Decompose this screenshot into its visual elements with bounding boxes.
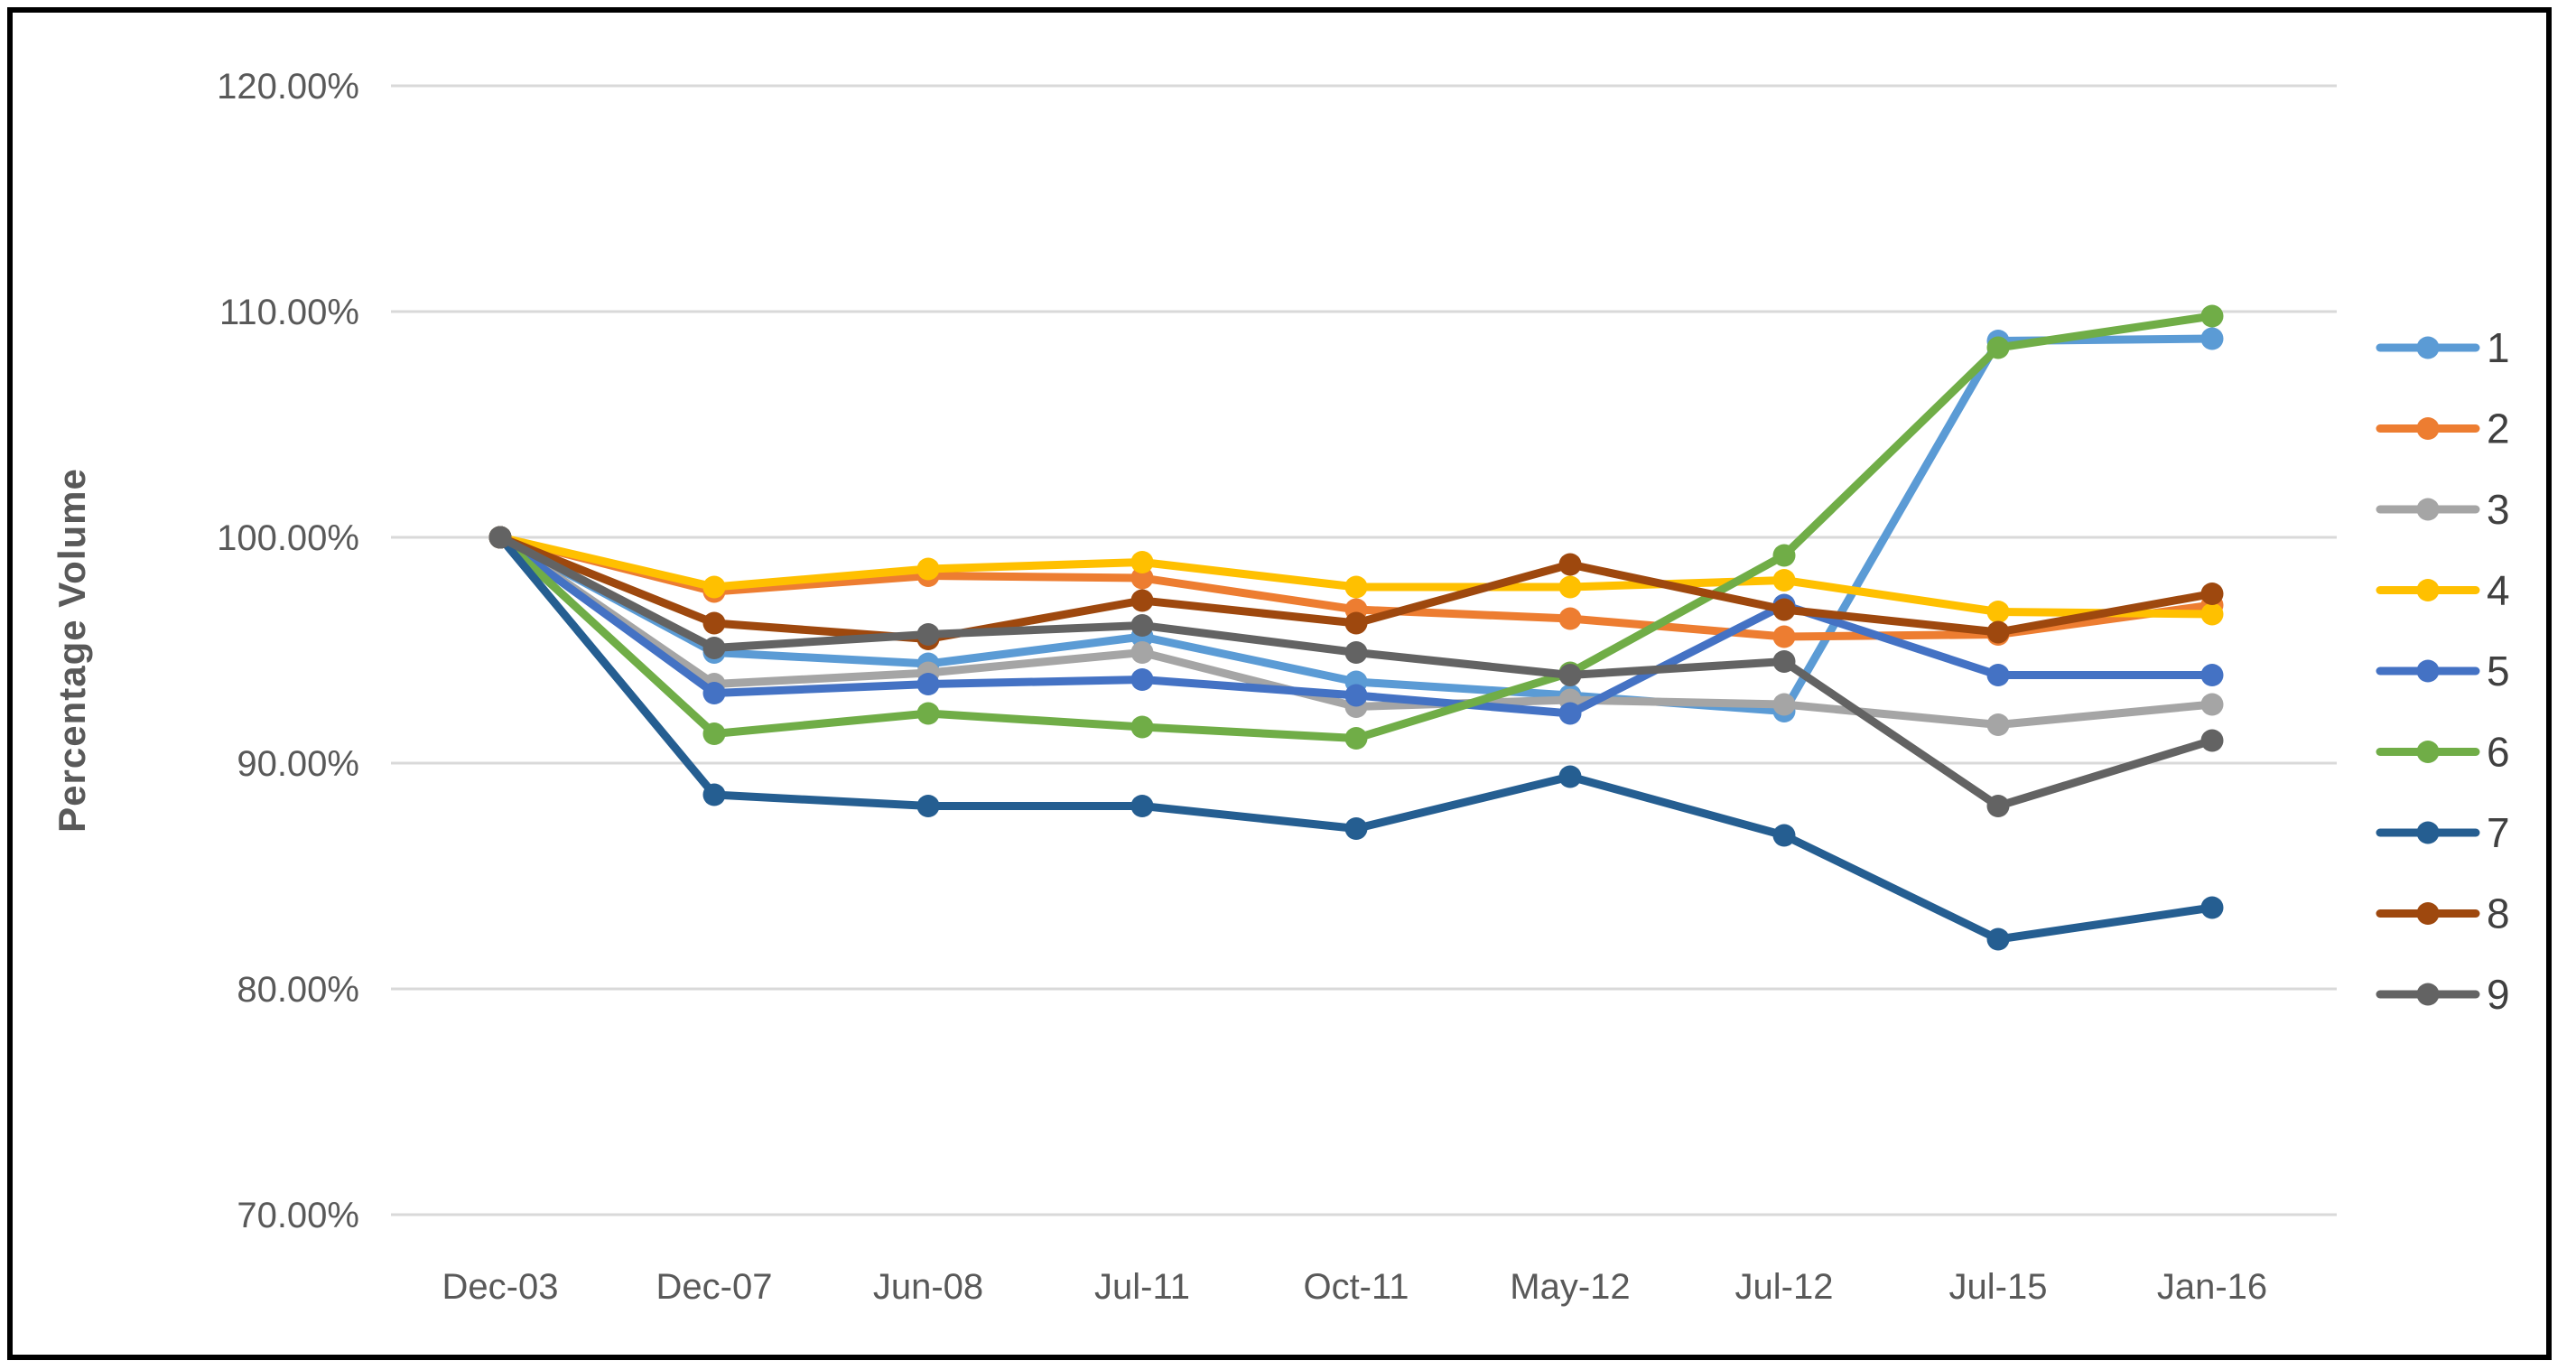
series-7-marker [916,795,940,817]
series-6-marker [1986,336,2010,359]
series-9-marker [2200,729,2224,752]
series-2-marker [1772,625,1796,648]
x-tick-label: Dec-07 [656,1267,773,1307]
series-4-marker [2200,602,2224,626]
series-6-marker [916,702,940,725]
series-8-marker [1986,620,2010,644]
series-6-marker [1130,715,1154,739]
series-7-marker [1558,765,1582,788]
series-9-marker [1344,641,1368,664]
series-8-marker [1130,589,1154,612]
series-6-marker [702,722,726,745]
series-3-marker [1772,693,1796,716]
legend-swatch-marker [2416,741,2440,763]
series-4-marker [1130,551,1154,573]
y-tick-label: 100.00% [217,518,359,558]
series-7-marker [2200,896,2224,919]
series-6-marker [1772,544,1796,567]
series-4-marker [1986,601,2010,623]
series-8-marker [2200,582,2224,605]
series-9-marker [1772,650,1796,673]
legend-item-9: 9 [2487,971,2510,1018]
x-tick-label: Jan-16 [2157,1267,2267,1307]
legend-item-4: 4 [2487,567,2510,614]
legend-item-2: 2 [2487,405,2510,452]
series-5-marker [702,682,726,704]
series-2-marker [1130,566,1154,590]
series-8-marker [1344,611,1368,635]
series-1-marker [2200,327,2224,350]
series-4-marker [1558,575,1582,599]
legend-swatch-marker [2416,417,2440,440]
y-tick-label: 70.00% [237,1196,359,1235]
x-tick-label: Jul-15 [1949,1267,2048,1307]
x-tick-label: Jul-11 [1094,1267,1190,1307]
series-7-marker [1986,927,2010,951]
legend-swatch-marker [2416,659,2440,683]
series-5-marker [2200,664,2224,686]
x-tick-label: Dec-03 [442,1267,559,1307]
series-7-marker [1130,795,1154,817]
series-5-marker [1986,664,2010,686]
series-9-marker [1558,664,1582,686]
series-4-marker [1344,575,1368,599]
series-6-marker [2200,304,2224,328]
series-5-marker [916,673,940,695]
legend-swatch-marker [2416,902,2440,925]
series-3-marker [1130,641,1154,664]
y-tick-label: 120.00% [217,67,359,107]
series-5-marker [1344,684,1368,707]
series-7-marker [702,783,726,806]
y-tick-label: 80.00% [237,970,359,1010]
legend-swatch-marker [2416,579,2440,601]
series-7-marker [1344,817,1368,840]
series-2-marker [1558,607,1582,630]
legend-swatch-marker [2416,498,2440,521]
y-tick-label: 90.00% [237,744,359,784]
legend-item-1: 1 [2487,324,2510,371]
series-8-marker [1558,553,1582,576]
series-6-marker [1344,727,1368,750]
legend-item-8: 8 [2487,890,2510,937]
series-8-marker [1772,598,1796,621]
series-4-marker [702,575,726,599]
series-9-marker [1130,614,1154,637]
series-4-marker [1772,569,1796,592]
series-9-marker [1986,795,2010,817]
series-9-marker [702,637,726,659]
series-9-marker [488,526,512,549]
series-8-marker [702,611,726,635]
series-4-marker [916,557,940,581]
x-tick-label: Jul-12 [1735,1267,1834,1307]
x-tick-label: Jun-08 [873,1267,983,1307]
y-tick-label: 110.00% [219,293,359,332]
series-3-marker [2200,693,2224,716]
x-tick-label: May-12 [1510,1267,1630,1307]
legend-item-5: 5 [2487,648,2510,694]
x-tick-label: Oct-11 [1303,1267,1409,1307]
legend-item-7: 7 [2487,809,2510,856]
series-9-marker [916,623,940,646]
legend-swatch-marker [2416,983,2440,1006]
legend-item-3: 3 [2487,486,2510,533]
series-7-marker [1772,824,1796,847]
legend-swatch-marker [2416,336,2440,359]
series-3-marker [1986,713,2010,736]
series-5-marker [1558,702,1582,725]
series-5-marker [1130,668,1154,691]
legend-item-6: 6 [2487,729,2510,776]
legend-swatch-marker [2416,821,2440,844]
